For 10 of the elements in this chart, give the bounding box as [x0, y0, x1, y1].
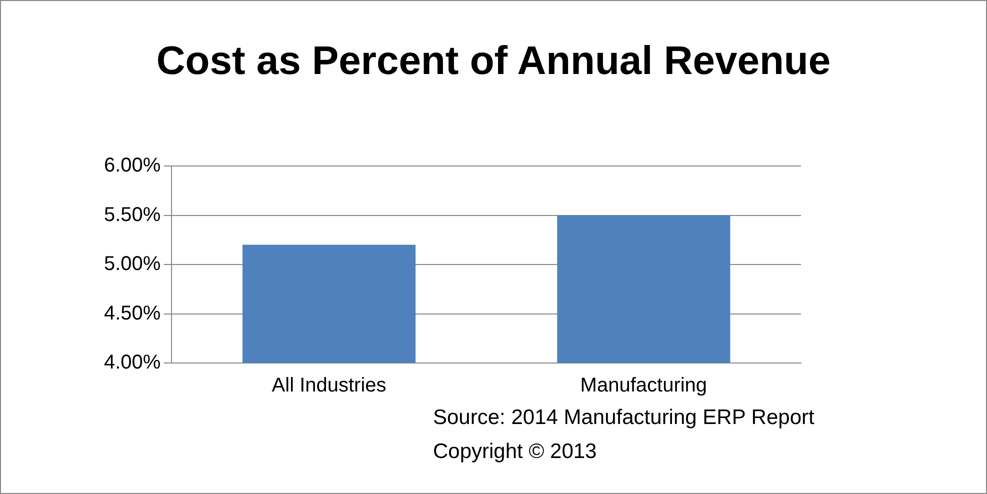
y-tick-label: 4.50%: [104, 302, 161, 324]
y-tick-label: 6.00%: [104, 154, 161, 177]
y-tick-label: 5.50%: [104, 204, 161, 226]
chart-title: Cost as Percent of Annual Revenue: [155, 39, 832, 84]
source-note: Source: 2014 Manufacturing ERP Report: [433, 405, 814, 431]
y-tick-label: 4.00%: [104, 352, 161, 374]
text: Copyright © 2013: [433, 439, 598, 465]
x-tick-label: Manufacturing: [580, 374, 708, 397]
y-tick-label: 5.00%: [104, 253, 161, 276]
x-tick-label: All Industries: [272, 374, 386, 397]
